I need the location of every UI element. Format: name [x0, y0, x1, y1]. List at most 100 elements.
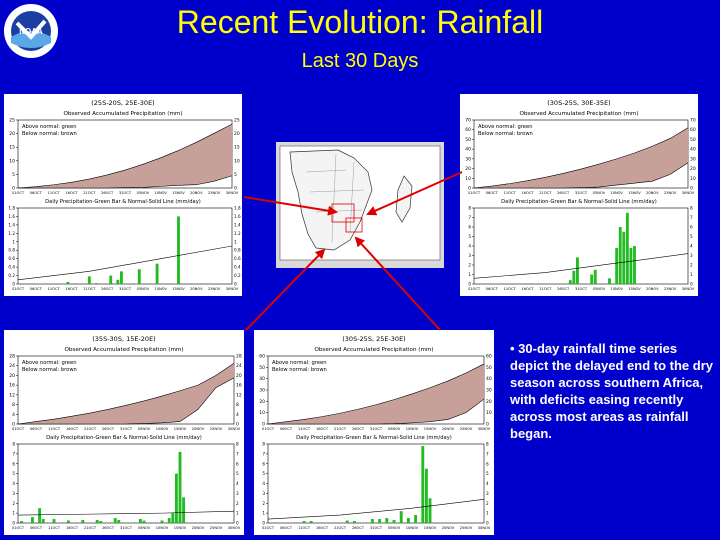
top-ytick-label: 0	[12, 422, 15, 428]
bottom-xtick-label: 15NOV	[628, 287, 641, 291]
deficit-area	[268, 363, 484, 424]
top-ytick-label: 50	[465, 137, 471, 143]
top-ytick-label-right: 10	[690, 176, 696, 182]
top-ytick-label: 24	[9, 363, 15, 369]
bottom-xtick-label: 06OCT	[486, 287, 499, 291]
deficit-area	[18, 124, 232, 188]
bottom-xtick-label: 20NOV	[646, 287, 659, 291]
daily-bar	[424, 468, 428, 523]
daily-bar	[309, 521, 313, 523]
top-xtick-label: 10NOV	[610, 191, 623, 195]
top-ytick-label-right: 24	[236, 363, 242, 369]
bottom-xtick-label: 21OCT	[84, 526, 97, 530]
daily-bar	[38, 508, 42, 523]
top-xtick-label: 30NOV	[226, 191, 239, 195]
top-xtick-label: 06OCT	[280, 427, 293, 431]
top-ytick-label: 25	[9, 118, 15, 124]
accum-normal-line	[473, 127, 689, 189]
legend-below: Below normal: brown	[22, 367, 77, 373]
bottom-xtick-label: 01OCT	[468, 287, 481, 291]
bottom-xtick-label: 25NOV	[210, 526, 223, 530]
bottom-xtick-label: 15NOV	[174, 526, 187, 530]
bottom-xtick-label: 05NOV	[137, 287, 150, 291]
top-xtick-label: 16OCT	[521, 191, 534, 195]
top-xtick-label: 21OCT	[539, 191, 552, 195]
noaa-logo: NOAA	[4, 4, 58, 58]
top-ytick-label: 40	[259, 376, 265, 382]
bottom-xtick-label: 26OCT	[557, 287, 570, 291]
bottom-ytick-label: 6	[468, 225, 471, 230]
daily-bar	[385, 518, 389, 523]
top-ytick-label-right: 5	[234, 172, 237, 178]
bottom-xtick-label: 31OCT	[120, 526, 133, 530]
daily-bar	[178, 451, 182, 523]
daily-bar	[95, 283, 98, 284]
top-xtick-label: 26OCT	[102, 427, 115, 431]
top-ytick-label-right: 60	[486, 354, 492, 360]
accum-normal-line	[17, 363, 235, 425]
bottom-ytick-label: 6	[12, 461, 15, 466]
bottom-ytick-label-right: 1.2	[234, 231, 241, 236]
top-xtick-label: 01OCT	[12, 191, 25, 195]
top-xtick-label: 05NOV	[138, 427, 151, 431]
top-ytick-label: 40	[465, 147, 471, 153]
top-xtick-label: 10NOV	[406, 427, 419, 431]
chart-panel-top-left: (25S-20S, 25E-30E) Observed Accumulated P…	[4, 94, 242, 296]
top-xtick-label: 31OCT	[119, 191, 132, 195]
bottom-ytick-label-right: 0	[690, 282, 693, 287]
top-xtick-label: 16OCT	[65, 191, 78, 195]
top-ytick-label: 16	[9, 383, 15, 389]
bottom-xtick-label: 26OCT	[101, 287, 114, 291]
top-ytick-label-right: 25	[234, 118, 240, 124]
legend-below: Below normal: brown	[272, 367, 327, 373]
bottom-ytick-label-right: 2	[486, 501, 489, 506]
bottom-ytick-label: 0.2	[8, 273, 15, 278]
top-xtick-label: 31OCT	[370, 427, 383, 431]
bottom-xtick-label: 31OCT	[119, 287, 132, 291]
bottom-xtick-label: 01OCT	[12, 287, 25, 291]
bottom-ytick-label: 0.8	[8, 248, 15, 253]
top-ytick-label: 10	[465, 176, 471, 182]
bottom-xtick-label: 06OCT	[30, 287, 43, 291]
top-xtick-label: 15NOV	[628, 191, 641, 195]
bottom-ytick-label-right: 6	[690, 225, 693, 230]
top-xtick-label: 11OCT	[48, 191, 61, 195]
daily-bar	[95, 520, 99, 523]
top-xtick-label: 25NOV	[460, 427, 473, 431]
top-ytick-label: 10	[9, 158, 15, 164]
daily-bar	[406, 518, 410, 523]
daily-bar	[593, 269, 597, 284]
top-xtick-label: 20NOV	[192, 427, 205, 431]
bottom-ytick-label: 3	[468, 253, 471, 258]
bottom-ytick-label-right: 4	[690, 244, 693, 249]
legend-above: Above normal: green	[22, 124, 76, 130]
top-ytick-label: 20	[259, 399, 265, 405]
bottom-ytick-label-right: 1.8	[234, 206, 241, 211]
top-ytick-label-right: 4	[236, 412, 239, 418]
bottom-ytick-label: 5	[468, 234, 471, 239]
top-xtick-label: 26OCT	[352, 427, 365, 431]
daily-normal-line	[473, 253, 689, 279]
daily-bar	[20, 521, 24, 523]
bottom-ytick-label: 8	[262, 442, 265, 447]
top-ytick-label-right: 40	[486, 376, 492, 382]
accum-observed-line	[18, 377, 235, 425]
bottom-xtick-label: 11OCT	[48, 526, 61, 530]
bottom-xtick-label: 11OCT	[48, 287, 61, 291]
bottom-ytick-label-right: 0	[234, 282, 237, 287]
top-ytick-label-right: 12	[236, 392, 242, 398]
bottom-ytick-label: 0	[262, 521, 265, 526]
top-chart-title: Observed Accumulated Precipitation (mm)	[64, 347, 183, 353]
daily-bar	[138, 519, 142, 523]
bottom-xtick-label: 01OCT	[12, 526, 25, 530]
bottom-ytick-label: 0.4	[8, 265, 15, 270]
top-xtick-label: 31OCT	[575, 191, 588, 195]
daily-bar	[421, 445, 425, 523]
bottom-ytick-label: 8	[468, 206, 471, 211]
top-ytick-label: 60	[465, 127, 471, 133]
daily-normal-line	[17, 245, 233, 281]
chart-top-right: (30S-25S, 30E-35E) Observed Accumulated P…	[465, 99, 696, 291]
bottom-xtick-label: 05NOV	[593, 287, 606, 291]
bottom-xtick-label: 06OCT	[30, 526, 43, 530]
accum-observed-line	[474, 162, 689, 189]
